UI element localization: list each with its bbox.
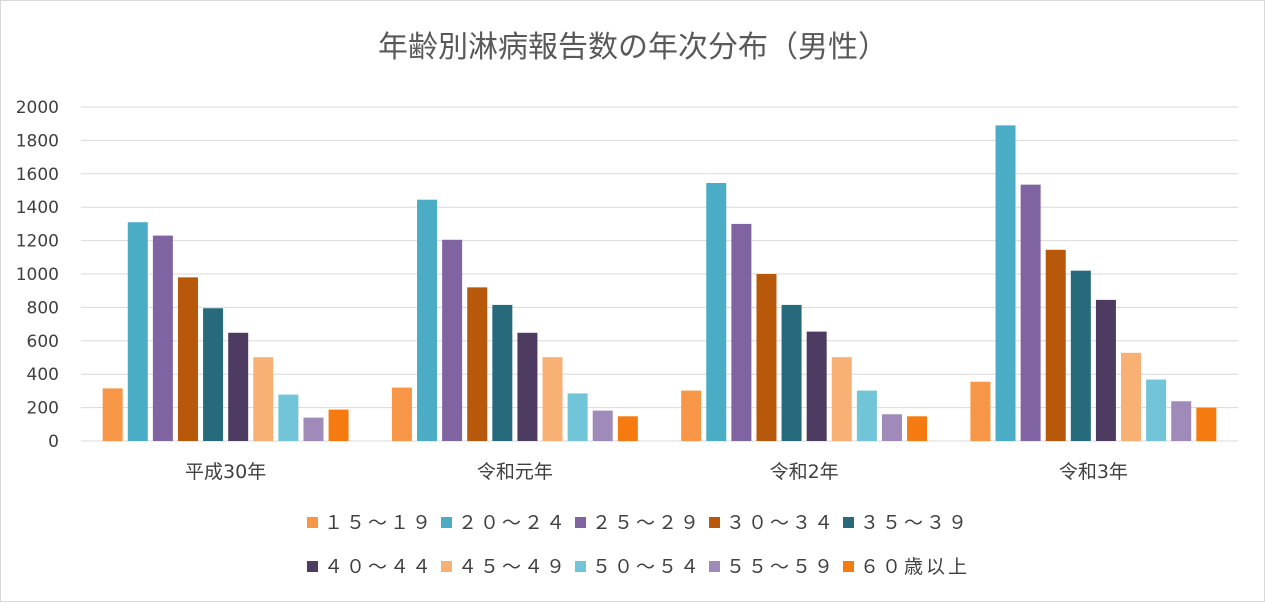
legend-swatch xyxy=(575,517,586,528)
bar xyxy=(517,332,538,441)
bar xyxy=(303,417,324,441)
bar xyxy=(831,357,852,441)
x-axis-ticks: 平成30年 令和元年 令和2年 令和3年 xyxy=(185,461,1128,483)
legend-label: ３５～３９ xyxy=(860,512,970,534)
y-axis-ticks: 0 200 400 600 800 1000 1200 1400 1600 1800 2000 xyxy=(16,98,59,452)
bar xyxy=(731,223,752,441)
legend-swatch xyxy=(307,517,318,528)
legend-swatch xyxy=(843,517,854,528)
legend-label: ３０～３４ xyxy=(726,512,836,534)
x-tick-label: 平成30年 xyxy=(185,461,266,483)
bar xyxy=(970,381,991,441)
bar xyxy=(995,125,1016,442)
bar xyxy=(542,357,563,441)
bar xyxy=(756,274,777,441)
legend-label: ６０歳以上 xyxy=(860,556,970,578)
bar xyxy=(442,239,463,441)
bar xyxy=(328,409,349,441)
legend-label: ２５～２９ xyxy=(592,512,702,534)
bar xyxy=(102,388,123,441)
bar xyxy=(1070,270,1091,441)
x-tick-label: 令和元年 xyxy=(477,461,553,483)
y-tick-label: 2000 xyxy=(16,98,59,118)
bar xyxy=(706,182,727,442)
bar xyxy=(1045,249,1066,441)
bar xyxy=(203,308,224,441)
bar xyxy=(567,393,588,441)
x-tick-label: 令和2年 xyxy=(770,461,839,483)
bar xyxy=(228,332,249,441)
y-tick-label: 1200 xyxy=(16,232,59,252)
x-tick-label: 令和3年 xyxy=(1059,461,1128,483)
bar xyxy=(253,357,274,441)
legend-label: ４０～４４ xyxy=(324,556,434,578)
legend-swatch xyxy=(575,561,586,572)
chart-title: 年齢別淋病報告数の年次分布（男性） xyxy=(378,30,888,65)
y-tick-label: 1400 xyxy=(16,198,59,218)
bar xyxy=(781,304,802,441)
legend-swatch xyxy=(709,561,720,572)
legend-swatch xyxy=(843,561,854,572)
bar xyxy=(681,390,702,441)
bar xyxy=(1121,352,1142,441)
bar xyxy=(152,235,173,441)
y-tick-label: 1800 xyxy=(16,131,59,151)
legend: １５～１９ ２０～２４ ２５～２９ ３０～３４ ３５～３９ ４０～４４ ４５～４９ ５０～５４… xyxy=(307,512,970,578)
bar xyxy=(881,414,902,441)
legend-swatch xyxy=(441,561,452,572)
legend-label: １５～１９ xyxy=(324,512,434,534)
legend-label: ５０～５４ xyxy=(592,556,702,578)
bar xyxy=(1095,299,1116,441)
bar xyxy=(127,222,148,441)
y-tick-label: 1000 xyxy=(16,265,59,285)
bar xyxy=(907,416,928,441)
bar xyxy=(1020,184,1041,441)
y-tick-label: 0 xyxy=(48,432,59,452)
y-tick-label: 1600 xyxy=(16,165,59,185)
bar xyxy=(1146,379,1167,441)
bar xyxy=(617,416,638,441)
y-tick-label: 400 xyxy=(27,365,59,385)
y-tick-label: 200 xyxy=(27,399,59,419)
legend-swatch xyxy=(441,517,452,528)
gridlines xyxy=(81,106,1238,442)
legend-swatch xyxy=(709,517,720,528)
bar xyxy=(278,394,299,441)
bar xyxy=(592,410,613,441)
bars xyxy=(102,125,1217,442)
bar xyxy=(1196,407,1217,441)
legend-swatch xyxy=(307,561,318,572)
bar xyxy=(856,390,877,441)
bar xyxy=(492,304,513,441)
bar xyxy=(391,387,412,441)
y-tick-label: 600 xyxy=(27,332,59,352)
bar xyxy=(417,199,438,441)
bar xyxy=(1171,401,1192,441)
y-tick-label: 800 xyxy=(27,298,59,318)
legend-label: ２０～２４ xyxy=(458,512,568,534)
bar xyxy=(177,277,198,441)
legend-label: ５５～５９ xyxy=(726,556,836,578)
legend-label: ４５～４９ xyxy=(458,556,568,578)
bar xyxy=(806,331,827,441)
bar xyxy=(467,287,488,441)
